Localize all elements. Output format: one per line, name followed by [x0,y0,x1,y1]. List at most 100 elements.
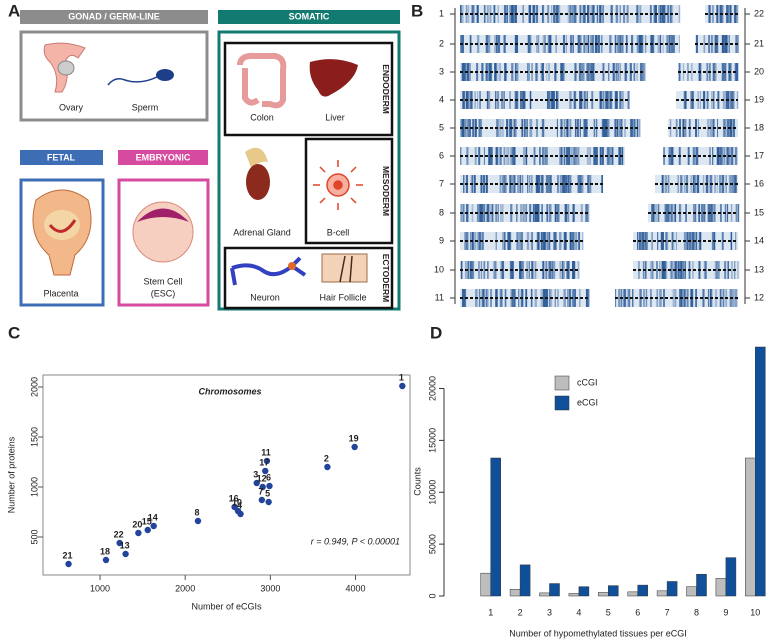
stripe [483,204,486,222]
stripe [512,175,515,193]
stripe [618,147,621,165]
stripe [711,232,715,250]
stripe [637,35,640,53]
x-tick-label: 1 [488,607,493,617]
stripe [562,35,566,53]
stripe [670,261,673,279]
stripe [608,91,610,109]
point [237,510,244,518]
bar [539,592,550,597]
stripe [652,35,654,53]
stripe [509,5,511,23]
point [253,479,260,487]
layer-box [304,137,394,245]
stripe [683,91,686,109]
stripe [547,35,550,53]
stripe [558,5,561,23]
stripe [583,63,585,81]
bar [696,573,707,597]
stripe [542,35,545,53]
point-label: 16 [229,493,239,503]
y-tick-label: 10000 [427,480,437,505]
stripe [733,5,736,23]
stripe [683,175,686,193]
bar [519,564,531,597]
stripe [721,63,724,81]
stripe [483,261,486,279]
stripe [487,204,489,222]
stripe [482,175,486,193]
chromosome-label: 16 [754,178,764,188]
stripe [548,175,551,193]
panel-label: A [8,1,20,20]
point-label: 4 [237,500,242,510]
stripe [537,175,540,193]
stripe [478,261,480,279]
stripe [553,232,556,250]
stripe [669,35,671,53]
stripe [667,175,670,193]
stripe [655,204,658,222]
stripe [568,147,571,165]
stripe [680,261,683,279]
placenta-icon [32,189,92,276]
point-label: 10 [232,497,242,507]
stripe [597,35,600,53]
item-label: Hair Follicle [319,292,366,302]
stripe [737,204,739,222]
chromosome-label: 18 [754,122,764,132]
stripe [712,147,714,165]
item-label: Sperm [132,102,159,112]
stripe [608,91,611,109]
item-label: Adrenal Gland [233,227,291,237]
annotation: Chromosomes [198,386,261,396]
stripe [542,119,545,137]
stripe [633,63,635,81]
stripe [487,289,489,307]
stripe [686,232,688,250]
bar [490,457,501,597]
stripe [579,289,581,307]
stripe [679,289,681,307]
stripe [721,232,724,250]
stripe [528,261,530,279]
stripe [513,5,517,23]
stripe [578,175,580,193]
x-tick-label: 1000 [90,583,110,593]
point [258,496,266,504]
stripe [567,5,571,23]
stripe [468,63,471,81]
stripe [539,175,541,193]
stripe [517,175,519,193]
y-tick-label: 1500 [29,427,39,447]
stripe [508,147,510,165]
x-tick-label: 10 [750,607,760,617]
chromosome-label: 17 [754,150,764,160]
stripe [733,175,735,193]
stripe [539,147,541,165]
stripe [504,232,506,250]
stripe [653,5,656,23]
stripe [528,175,531,193]
stripe [593,5,595,23]
stripe [713,35,716,53]
stripe [483,5,485,23]
stripe [737,261,740,279]
bar [637,584,648,597]
stripe [622,289,624,307]
stripe [541,147,545,165]
stripe [695,119,698,137]
stripe [730,204,733,222]
legend-swatch [554,395,570,411]
stripe [567,204,570,222]
stripe [553,261,555,279]
stripe [572,261,576,279]
bcell-icon [313,160,363,210]
stripe [532,204,536,222]
stripe [694,175,696,193]
stripe [578,232,581,250]
stripe [577,35,579,53]
x-tick-label: 2000 [175,583,195,593]
stripe [478,147,481,165]
